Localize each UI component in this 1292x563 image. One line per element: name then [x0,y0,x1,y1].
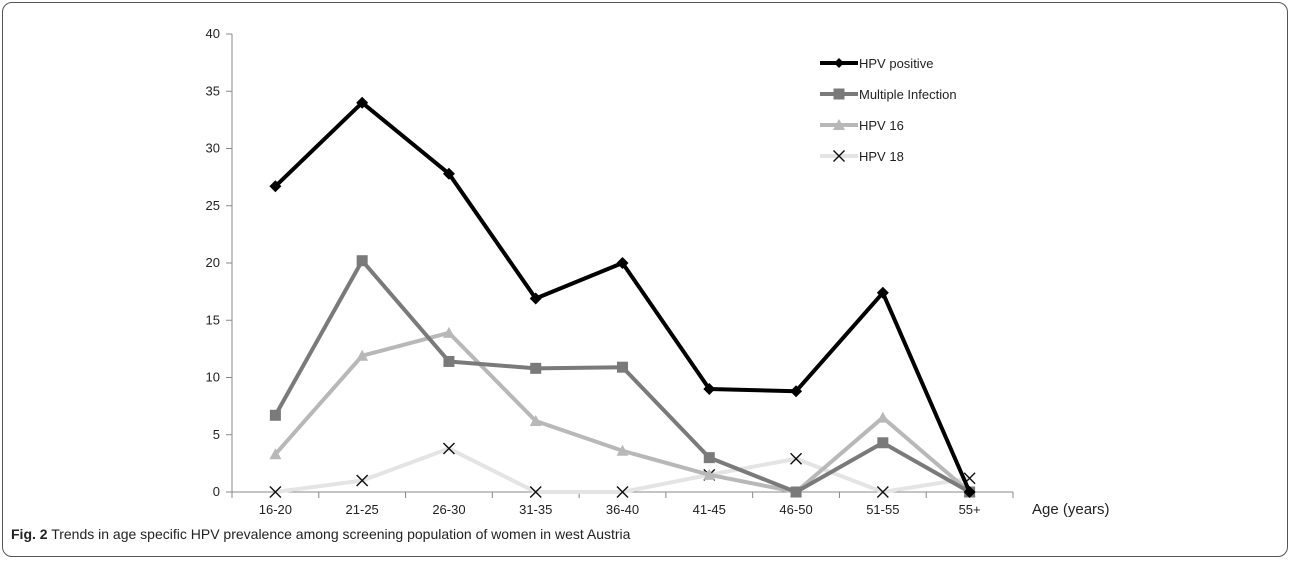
series-multiple-infection [269,255,976,498]
y-tick-label: 40 [206,26,220,41]
figure-label: Fig. 2 [11,526,48,542]
data-point-triangle [616,444,629,456]
data-point-square [269,409,281,421]
figure-caption-text: Trends in age specific HPV prevalence am… [51,526,631,542]
legend-label: HPV positive [859,56,933,71]
x-tick-label: 41-45 [693,502,726,517]
x-tick-label: 21-25 [346,502,379,517]
data-point-triangle [833,119,845,130]
data-point-x [833,150,845,162]
data-point-triangle [269,448,282,460]
data-point-diamond [356,96,369,109]
data-point-triangle [442,326,455,338]
y-tick-label: 10 [206,370,220,385]
legend-label: HPV 16 [859,118,904,133]
data-point-x [616,486,629,498]
data-point-diamond [616,257,629,269]
data-point-square [356,255,368,267]
x-tick-label: 36-40 [606,502,639,517]
data-point-square [877,437,889,449]
data-point-square [443,355,455,367]
legend-item: HPV 16 [820,118,904,133]
legend-label: HPV 18 [859,149,904,164]
data-point-x [442,442,455,455]
data-point-x [356,474,369,487]
x-axis-title: Age (years) [1032,501,1110,518]
x-tick-label: 51-55 [866,502,899,517]
data-point-square [833,88,845,100]
data-point-diamond [876,286,889,299]
series-line [273,330,971,494]
legend-label: Multiple Infection [859,87,957,102]
data-point-triangle [876,411,889,423]
y-axis: 0 5 10 15 20 25 30 35 40 [206,26,233,499]
legend-item: Multiple Infection [820,87,957,102]
data-point-square [790,486,802,498]
x-tick-label: 46-50 [779,502,812,517]
series-line [273,258,971,494]
data-point-diamond [703,382,716,395]
y-tick-label: 15 [206,312,220,327]
data-point-x [269,486,282,498]
y-tick-label: 35 [206,83,220,98]
data-point-diamond [529,292,542,305]
data-point-triangle [356,349,369,361]
figure-caption: Fig. 2 Trends in age specific HPV preval… [11,526,630,542]
y-tick-label: 0 [213,484,220,499]
data-point-x [876,486,889,498]
y-tick-label: 20 [206,255,220,270]
data-point-square [530,362,542,374]
x-tick-label: 31-35 [519,502,552,517]
x-tick-label: 16-20 [259,502,292,517]
data-point-diamond [269,180,282,193]
y-tick-label: 30 [206,141,220,156]
data-point-diamond [790,385,803,398]
x-tick-label: 26-30 [432,502,465,517]
y-tick-label: 5 [213,427,220,442]
series-hpv-positive [269,96,976,498]
x-axis: 16-20 21-25 26-30 31-35 36-40 41-45 46-50 51-55… [231,491,1014,517]
data-point-diamond [963,486,976,498]
y-tick-label: 25 [206,198,220,213]
data-point-diamond [442,167,455,180]
legend-item: HPV positive [820,56,933,71]
data-point-square [703,452,715,464]
series-hpv-16 [269,326,976,497]
data-point-square [617,361,628,373]
data-point-triangle [703,468,716,480]
data-point-diamond [834,58,844,68]
data-point-x [790,452,803,465]
series-layer [269,96,976,498]
x-tick-label: 55+ [959,502,981,517]
data-point-triangle [529,415,542,427]
data-point-x [529,486,542,498]
legend-item: HPV 18 [820,149,904,164]
legend: HPV positive Multiple Infection HPV 16 HPV … [820,56,957,164]
